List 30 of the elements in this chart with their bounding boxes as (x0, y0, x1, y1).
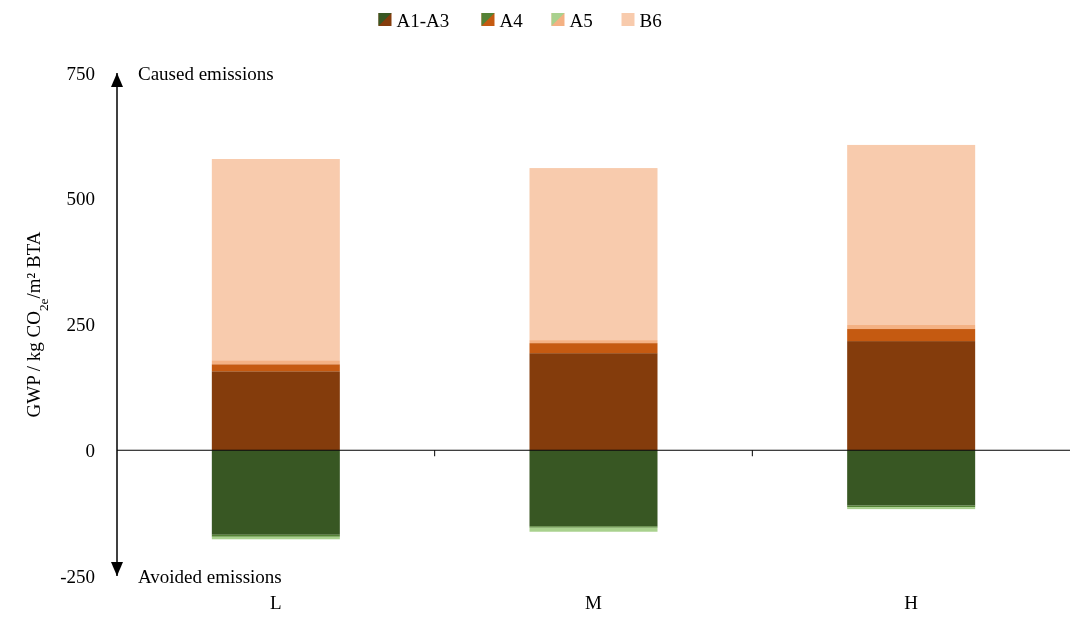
bar (211, 360, 340, 365)
bar (211, 371, 340, 451)
x-tick-label: H (904, 591, 919, 613)
bar (847, 325, 976, 330)
bar (529, 450, 658, 527)
legend-label: A1-A3 (396, 9, 450, 31)
legend-label: A5 (569, 9, 593, 31)
legend-label: A4 (499, 9, 524, 31)
bar (529, 343, 658, 354)
bar (529, 527, 658, 532)
bar (529, 168, 658, 341)
bar (847, 341, 976, 451)
bar (211, 364, 340, 372)
y-tick-label: 500 (66, 188, 95, 210)
legend-label: B6 (639, 9, 662, 31)
annotation: Avoided emissions (138, 565, 282, 587)
bar (211, 159, 340, 361)
annotation: Caused emissions (138, 62, 274, 84)
y-tick-label: 250 (66, 314, 95, 336)
bar (529, 340, 658, 344)
y-tick-label: 750 (66, 62, 95, 84)
y-tick-label: 0 (85, 439, 95, 461)
bar (211, 450, 340, 535)
bar (847, 450, 976, 506)
bar (529, 353, 658, 451)
x-tick-label: M (585, 591, 603, 613)
x-tick-label: L (270, 591, 282, 613)
y-tick-label: -250 (60, 565, 95, 587)
bar (847, 144, 976, 325)
bar (847, 329, 976, 342)
